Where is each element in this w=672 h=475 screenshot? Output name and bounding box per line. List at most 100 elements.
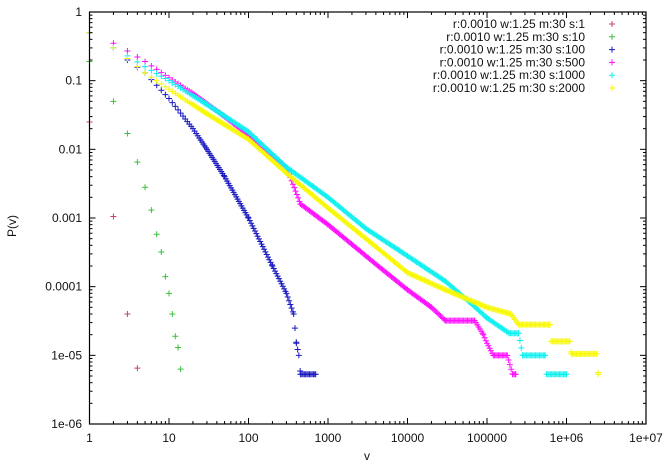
data-point	[409, 272, 416, 279]
series-6	[86, 29, 602, 378]
data-point	[465, 296, 472, 303]
legend-label: r:0.0010 w:1.25 m:30 s:10	[446, 30, 585, 44]
data-point	[439, 285, 446, 292]
data-point	[162, 91, 169, 98]
data-point	[407, 270, 414, 277]
data-point	[166, 95, 172, 102]
x-tick-label: 10000	[391, 431, 425, 445]
data-point	[425, 279, 432, 286]
series-2	[86, 58, 184, 373]
data-point	[595, 371, 602, 378]
data-point	[142, 69, 149, 76]
data-point	[437, 284, 443, 291]
data-point	[433, 282, 440, 289]
data-point	[158, 73, 165, 80]
data-point	[158, 87, 165, 94]
data-point	[275, 275, 282, 282]
data-point	[134, 159, 141, 166]
legend-marker-plus-icon	[609, 72, 615, 79]
data-point	[480, 302, 487, 309]
data-point	[468, 297, 475, 304]
data-point	[464, 296, 471, 303]
x-tick-label: 100000	[467, 431, 507, 445]
data-point	[515, 330, 522, 337]
data-point	[253, 230, 260, 237]
data-point	[263, 251, 270, 258]
data-point	[134, 365, 141, 372]
data-point	[450, 290, 457, 297]
legend-label: r:0.0010 w:1.25 m:30 s:100	[440, 43, 586, 57]
data-point	[422, 277, 429, 284]
x-axis-label: v	[364, 449, 370, 463]
legend-marker-plus-icon	[609, 59, 615, 66]
y-tick-label: 0.001	[52, 211, 82, 225]
data-point	[417, 275, 424, 282]
data-point	[508, 366, 515, 373]
data-point	[162, 75, 169, 82]
legend-marker-plus-icon	[609, 85, 615, 91]
data-point	[434, 283, 441, 290]
data-point	[426, 279, 433, 286]
data-point	[257, 238, 264, 245]
data-point	[278, 280, 285, 287]
data-point	[246, 217, 253, 224]
data-point	[435, 283, 442, 290]
data-point	[134, 63, 141, 70]
data-point	[292, 188, 299, 195]
series-5	[86, 29, 570, 378]
data-point	[448, 289, 455, 296]
data-point	[414, 274, 421, 281]
data-point	[110, 44, 117, 51]
data-point	[427, 280, 434, 287]
data-point	[142, 58, 149, 65]
data-point	[294, 346, 301, 353]
x-tick-label: 10	[162, 431, 176, 445]
data-point	[252, 228, 258, 235]
data-point	[420, 276, 427, 283]
data-point	[270, 265, 277, 272]
data-point	[273, 270, 280, 277]
data-point	[175, 106, 182, 113]
data-point	[166, 77, 172, 84]
data-point	[290, 310, 297, 317]
data-point	[148, 207, 155, 214]
data-point	[451, 290, 458, 297]
data-point	[446, 288, 453, 295]
data-point	[248, 220, 255, 227]
legend-marker-plus-icon	[609, 21, 615, 27]
legend-marker-plus-icon	[609, 33, 615, 40]
data-point	[476, 301, 483, 308]
x-tick-label: 1e+06	[550, 431, 584, 445]
data-point	[169, 88, 176, 95]
data-point	[455, 292, 462, 299]
data-point	[413, 273, 420, 280]
data-point	[454, 291, 461, 298]
data-point	[110, 98, 117, 105]
legend-marker-plus-icon	[609, 46, 615, 53]
data-point	[480, 331, 487, 338]
data-point	[153, 70, 160, 77]
data-point	[469, 298, 476, 305]
data-point	[411, 272, 417, 279]
data-point	[284, 294, 291, 301]
data-point	[272, 268, 279, 275]
y-tick-label: 1	[75, 5, 82, 19]
y-axis-label: P(v)	[5, 215, 19, 237]
y-tick-label: 1e-05	[51, 348, 82, 362]
data-point	[166, 86, 172, 93]
data-point	[220, 172, 227, 179]
data-point	[429, 280, 436, 287]
data-point	[481, 303, 488, 310]
data-point	[291, 325, 298, 332]
data-point	[418, 276, 425, 283]
data-point	[172, 103, 179, 110]
data-point	[424, 278, 430, 285]
data-point	[153, 231, 160, 238]
x-tick-label: 1	[86, 431, 93, 445]
data-point	[542, 352, 549, 359]
data-point	[442, 286, 449, 293]
data-point	[162, 83, 169, 90]
data-point	[463, 295, 470, 302]
data-point	[291, 184, 298, 191]
data-point	[265, 254, 271, 261]
